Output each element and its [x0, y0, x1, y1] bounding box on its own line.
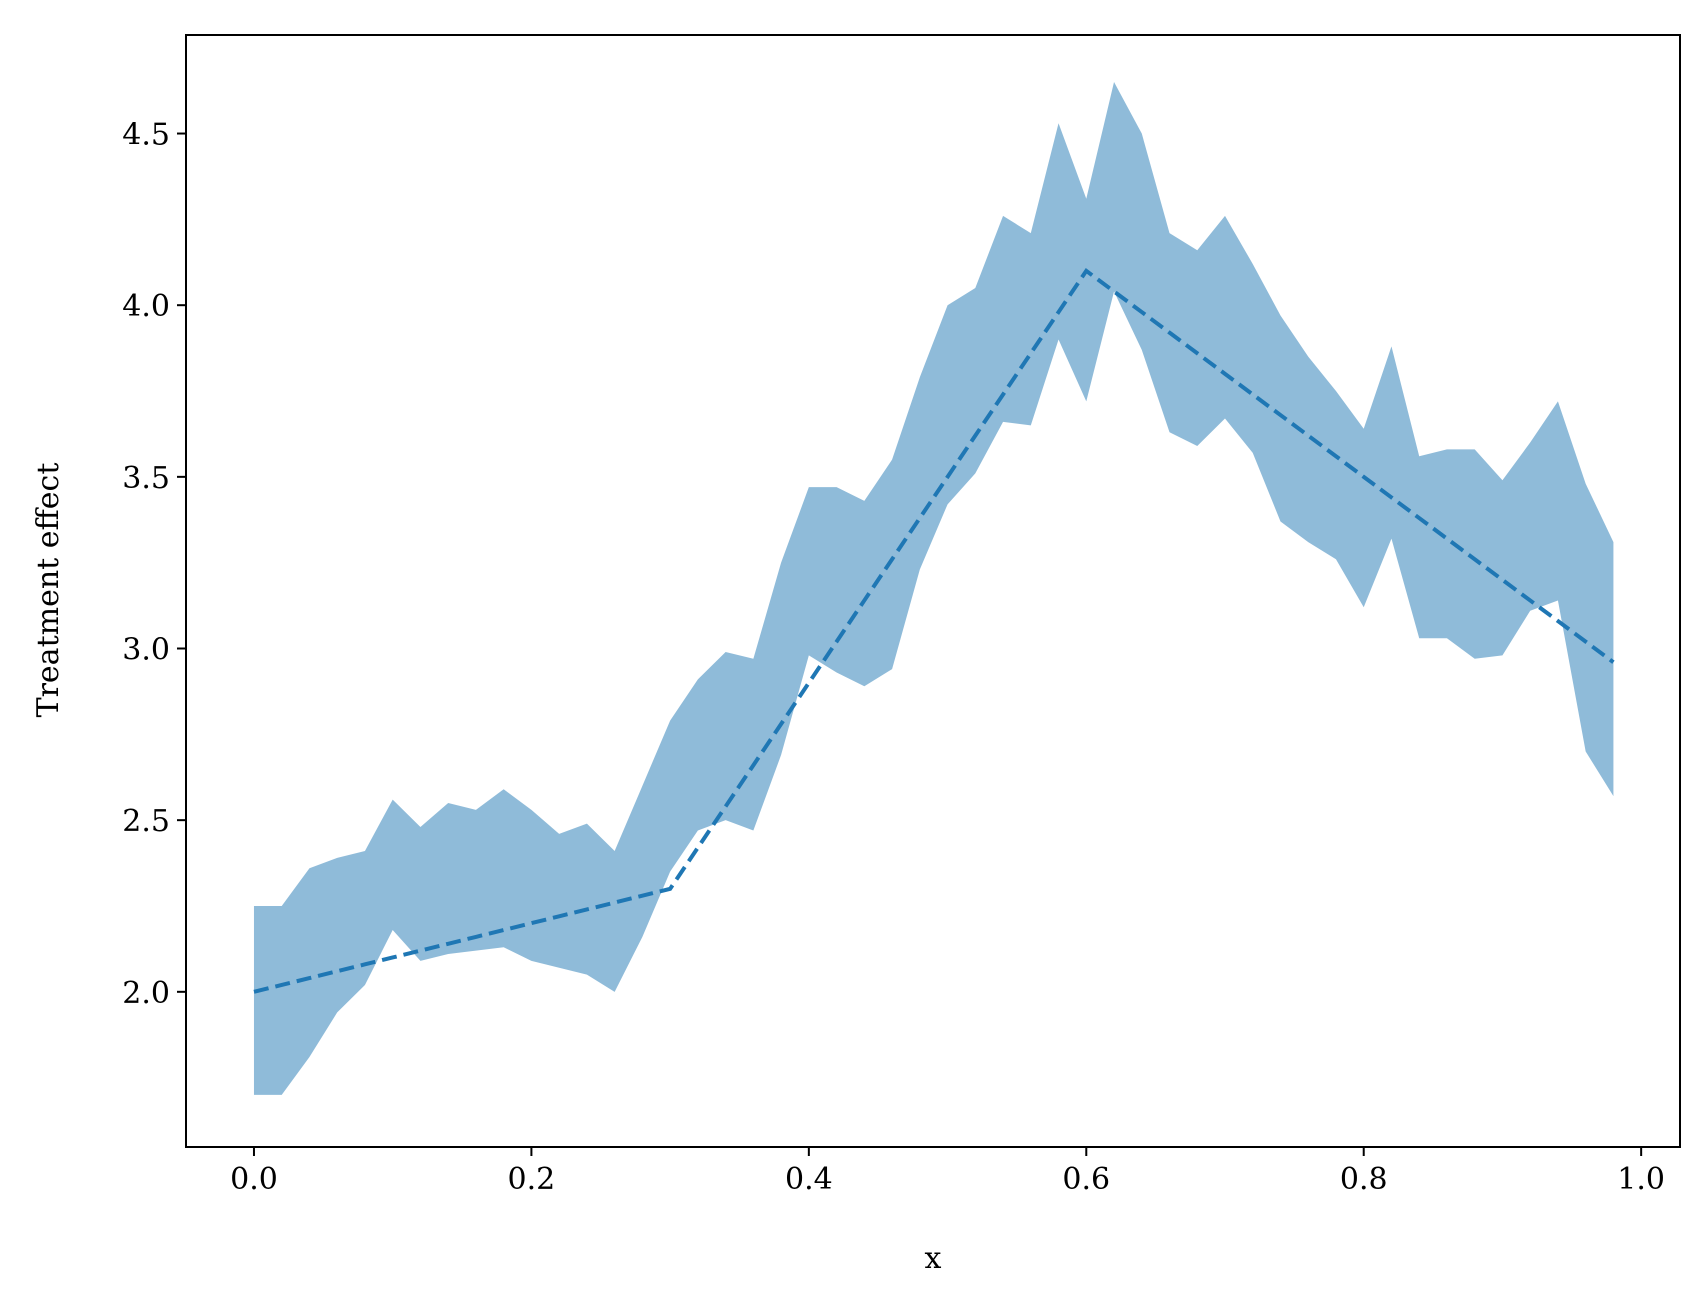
y-axis-label: Treatment effect: [31, 463, 66, 718]
x-tick-label: 0.8: [1340, 1162, 1388, 1197]
effect-line: [253, 268, 1615, 994]
x-tick-label: 0.4: [785, 1162, 833, 1197]
axes-frame: [185, 34, 1681, 1148]
y-tick-label: 2.5: [122, 804, 170, 839]
y-tick-label: 3.5: [122, 461, 170, 496]
y-tick-label: 4.0: [122, 289, 170, 324]
y-tick-label: 2.0: [122, 976, 170, 1011]
x-tick-label: 0.6: [1062, 1162, 1110, 1197]
x-tick-label: 0.0: [230, 1162, 278, 1197]
y-tick-label: 3.0: [122, 633, 170, 668]
x-tick-label: 0.2: [508, 1162, 556, 1197]
confidence-band: [253, 82, 1614, 1095]
x-tick-label: 1.0: [1617, 1162, 1665, 1197]
x-axis-label: x: [925, 1241, 942, 1276]
y-tick-label: 4.5: [122, 118, 170, 153]
